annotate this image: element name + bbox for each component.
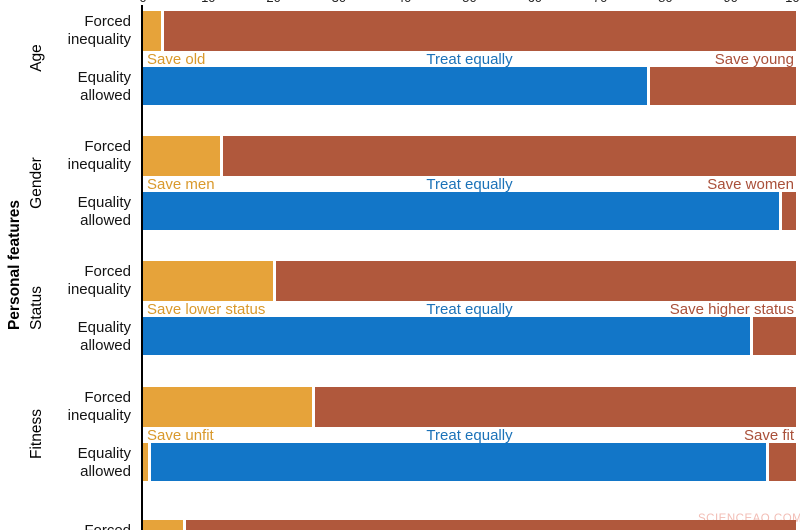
annotation-treat-equally: Treat equally	[426, 176, 513, 193]
segment-save-second	[164, 11, 796, 51]
segment-save-first	[143, 261, 273, 301]
annotation-save-second: Save fit	[743, 427, 794, 444]
group-label-fitness: Fitness	[28, 409, 45, 459]
annotation-save-first: Save old	[147, 51, 206, 68]
annotation-save-second: Save higher status	[669, 301, 794, 318]
x-tick-label: 10	[201, 0, 215, 5]
row-label-equality-allowed-line2: allowed	[80, 463, 131, 480]
row-label-equality-allowed: Equality allowed	[0, 445, 131, 481]
x-tick-label: 70	[593, 0, 607, 5]
segment-save-first	[143, 387, 312, 427]
bar-forced-inequality	[143, 11, 796, 51]
row-label-equality-allowed-line1: Equality	[77, 69, 131, 86]
row-label-equality-allowed: Equality allowed	[0, 194, 131, 230]
feature-group-gender: Forced inequality Save men Treat equally Sav…	[0, 136, 800, 231]
x-tick-label: 20	[266, 0, 280, 5]
row-label-equality-allowed-line1: Equality	[77, 445, 131, 462]
bar-forced-inequality	[143, 387, 796, 427]
feature-group-status: Forced inequality Save lower status Treat e…	[0, 261, 800, 356]
row-label-forced-inequality-line1: Forced	[84, 389, 131, 406]
segment-treat-equally	[150, 443, 766, 481]
group-label-age: Age	[28, 44, 45, 72]
group-label-gender: Gender	[28, 157, 45, 209]
segment-save-second	[222, 136, 796, 176]
feature-group-fitness: Forced inequality Save unfit Treat equally S…	[0, 387, 800, 482]
row-label-forced-inequality-line2: inequality	[67, 156, 131, 173]
row-label-forced-inequality-line2: inequality	[67, 281, 131, 298]
row-label-equality-allowed-line2: allowed	[80, 337, 131, 354]
row-label-equality-allowed-line1: Equality	[77, 194, 131, 211]
x-tick-label: 0	[139, 0, 146, 5]
bar-equality-allowed	[143, 67, 796, 105]
bar-equality-allowed	[143, 192, 796, 230]
annotation-row: Save men Treat equally Save women	[143, 177, 796, 192]
segment-save-second	[315, 387, 796, 427]
x-tick-label: 100	[785, 0, 800, 5]
row-label-equality-allowed-line2: allowed	[80, 212, 131, 229]
segment-save-second	[276, 261, 796, 301]
row-label-forced-inequality-line1: Forced	[84, 263, 131, 280]
bar-forced-inequality	[143, 520, 796, 530]
row-label-forced-inequality-line2: inequality	[67, 31, 131, 48]
segment-treat-equally	[143, 317, 750, 355]
x-tick-label: 60	[528, 0, 542, 5]
row-label-equality-allowed-line1: Equality	[77, 319, 131, 336]
annotation-treat-equally: Treat equally	[426, 51, 513, 68]
segment-save-first	[143, 11, 162, 51]
x-tick-label: 30	[332, 0, 346, 5]
row-label-equality-allowed: Equality allowed	[0, 69, 131, 105]
annotation-save-first: Save lower status	[147, 301, 266, 318]
feature-group-age: Forced inequality Save old Treat equally Sav…	[0, 11, 800, 106]
y-axis-line	[141, 5, 143, 530]
annotation-save-first: Save unfit	[147, 427, 214, 444]
bar-forced-inequality	[143, 136, 796, 176]
group-label-status: Status	[28, 286, 45, 330]
row-label-forced-inequality-line1: Forced	[84, 138, 131, 155]
annotation-row: Save unfit Treat equally Save fit	[143, 428, 796, 443]
segment-treat-equally	[143, 67, 648, 105]
annotation-save-second: Save women	[707, 176, 794, 193]
segment-save-second	[650, 67, 796, 105]
segment-save-first	[143, 136, 220, 176]
row-label-equality-allowed: Equality allowed	[0, 319, 131, 355]
segment-save-second	[185, 520, 796, 530]
x-tick-label: 90	[723, 0, 737, 5]
x-tick-label: 50	[462, 0, 476, 5]
segment-save-second	[768, 443, 796, 481]
annotation-save-first: Save men	[147, 176, 215, 193]
bar-equality-allowed	[143, 443, 796, 481]
bar-equality-allowed	[143, 317, 796, 355]
segment-save-second	[752, 317, 796, 355]
bar-forced-inequality	[143, 261, 796, 301]
segment-save-second	[782, 192, 796, 230]
segment-save-first	[143, 520, 183, 530]
annotation-row: Save old Treat equally Save young	[143, 52, 796, 67]
row-label-equality-allowed-line2: allowed	[80, 87, 131, 104]
x-tick-label: 80	[658, 0, 672, 5]
row-label-forced-inequality-line1: Forced	[0, 522, 131, 530]
row-label-forced-inequality-line1: Forced	[84, 13, 131, 30]
annotation-treat-equally: Treat equally	[426, 301, 513, 318]
annotation-treat-equally: Treat equally	[426, 427, 513, 444]
row-label-forced-inequality-line2: inequality	[67, 407, 131, 424]
segment-save-first	[143, 443, 148, 481]
annotation-save-second: Save young	[714, 51, 794, 68]
x-tick-label: 40	[397, 0, 411, 5]
annotation-row: Save lower status Treat equally Save highe…	[143, 302, 796, 317]
segment-treat-equally	[143, 192, 780, 230]
